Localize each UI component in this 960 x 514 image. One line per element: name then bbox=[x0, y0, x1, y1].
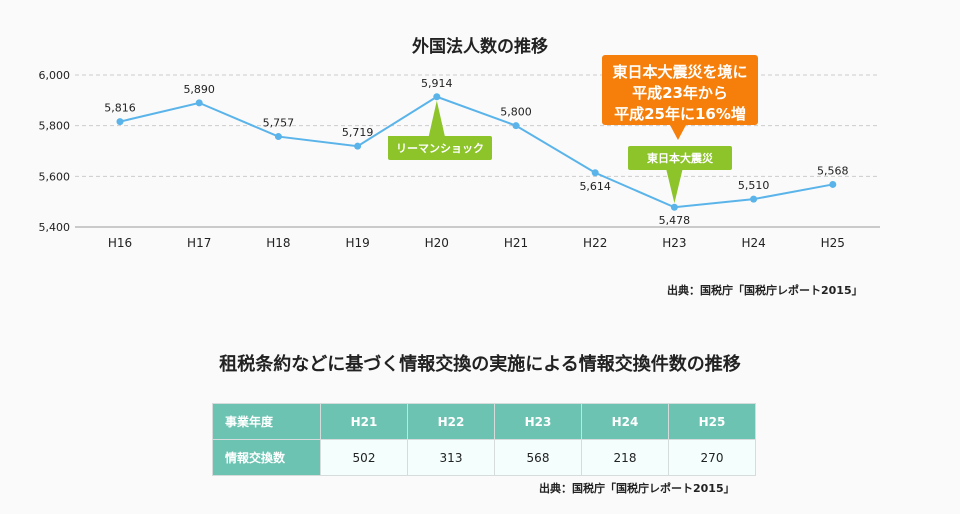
callout-earthquake bbox=[628, 146, 732, 204]
data-label: 5,816 bbox=[104, 102, 136, 115]
x-tick-label: H17 bbox=[187, 236, 211, 250]
header-cell: H22 bbox=[407, 403, 495, 440]
x-tick-label: H21 bbox=[504, 236, 528, 250]
chart-title: 外国法人数の推移 bbox=[412, 37, 548, 57]
value-cell: 313 bbox=[407, 439, 495, 476]
header-cell: H24 bbox=[581, 403, 669, 440]
table-header-row: 事業年度 H21 H22 H23 H24 H25 bbox=[212, 403, 756, 440]
data-label: 5,478 bbox=[659, 214, 691, 227]
x-tick-label: H22 bbox=[583, 236, 607, 250]
series-line bbox=[119, 95, 833, 209]
callout-lehman-text: リーマンショック bbox=[396, 142, 484, 155]
line-chart: 5,400 5,600 5,800 6,000 H16 H17 H18 H19 H20 H21 H2… bbox=[39, 55, 880, 250]
data-label: 5,568 bbox=[817, 164, 849, 177]
header-cell: H25 bbox=[668, 403, 756, 440]
x-tick-label: H25 bbox=[821, 236, 845, 250]
y-tick-label: 5,800 bbox=[39, 120, 71, 133]
callout-increase-text: 平成25年に16%増 bbox=[614, 105, 746, 123]
callout-increase bbox=[602, 55, 758, 140]
x-tick-label: H18 bbox=[266, 236, 290, 250]
header-cell: 事業年度 bbox=[212, 403, 321, 440]
data-label: 5,890 bbox=[183, 83, 215, 96]
data-label: 5,719 bbox=[342, 126, 374, 139]
data-label: 5,614 bbox=[579, 180, 611, 193]
data-point bbox=[116, 118, 124, 126]
callout-earthquake-text: 東日本大震災 bbox=[647, 151, 714, 165]
x-tick-label: H16 bbox=[108, 236, 132, 250]
data-label: 5,800 bbox=[500, 106, 532, 119]
value-cell: 502 bbox=[320, 439, 408, 476]
y-tick-label: 5,600 bbox=[39, 170, 71, 183]
data-point bbox=[829, 180, 837, 188]
header-cell: H23 bbox=[494, 403, 582, 440]
data-point bbox=[274, 133, 282, 141]
header-cell: H21 bbox=[320, 403, 408, 440]
data-point bbox=[354, 142, 362, 150]
data-label: 5,510 bbox=[738, 179, 770, 192]
data-label: 5,757 bbox=[263, 117, 295, 130]
data-point bbox=[433, 93, 441, 101]
data-point bbox=[591, 169, 599, 177]
data-point bbox=[670, 203, 678, 211]
y-tick-label: 6,000 bbox=[39, 69, 71, 82]
table-row: 情報交換数 502 313 568 218 270 bbox=[212, 439, 756, 476]
value-cell: 218 bbox=[581, 439, 669, 476]
x-tick-label: H20 bbox=[425, 236, 449, 250]
table-title: 租税条約などに基づく情報交換の実施による情報交換件数の推移 bbox=[219, 354, 741, 375]
row-label: 情報交換数 bbox=[212, 439, 321, 476]
callout-increase-text: 東日本大震災を境に bbox=[612, 63, 747, 81]
value-cell: 270 bbox=[668, 439, 756, 476]
y-tick-label: 5,400 bbox=[39, 221, 71, 234]
x-tick-label: H24 bbox=[741, 236, 765, 250]
callout-increase-text: 平成23年から bbox=[632, 84, 728, 102]
x-tick-label: H19 bbox=[345, 236, 369, 250]
data-label: 5,914 bbox=[421, 77, 453, 90]
exchange-table: 事業年度 H21 H22 H23 H24 H25 情報交換数 502 313 5… bbox=[212, 403, 756, 476]
table-source: 出典：国税庁「国税庁レポート2015」 bbox=[539, 482, 735, 495]
x-tick-label: H23 bbox=[662, 236, 686, 250]
chart-source: 出典：国税庁「国税庁レポート2015」 bbox=[667, 284, 863, 297]
callout-lehman bbox=[388, 100, 492, 160]
data-point bbox=[512, 122, 520, 130]
data-point bbox=[195, 99, 203, 107]
value-cell: 568 bbox=[494, 439, 582, 476]
data-point bbox=[750, 195, 758, 203]
